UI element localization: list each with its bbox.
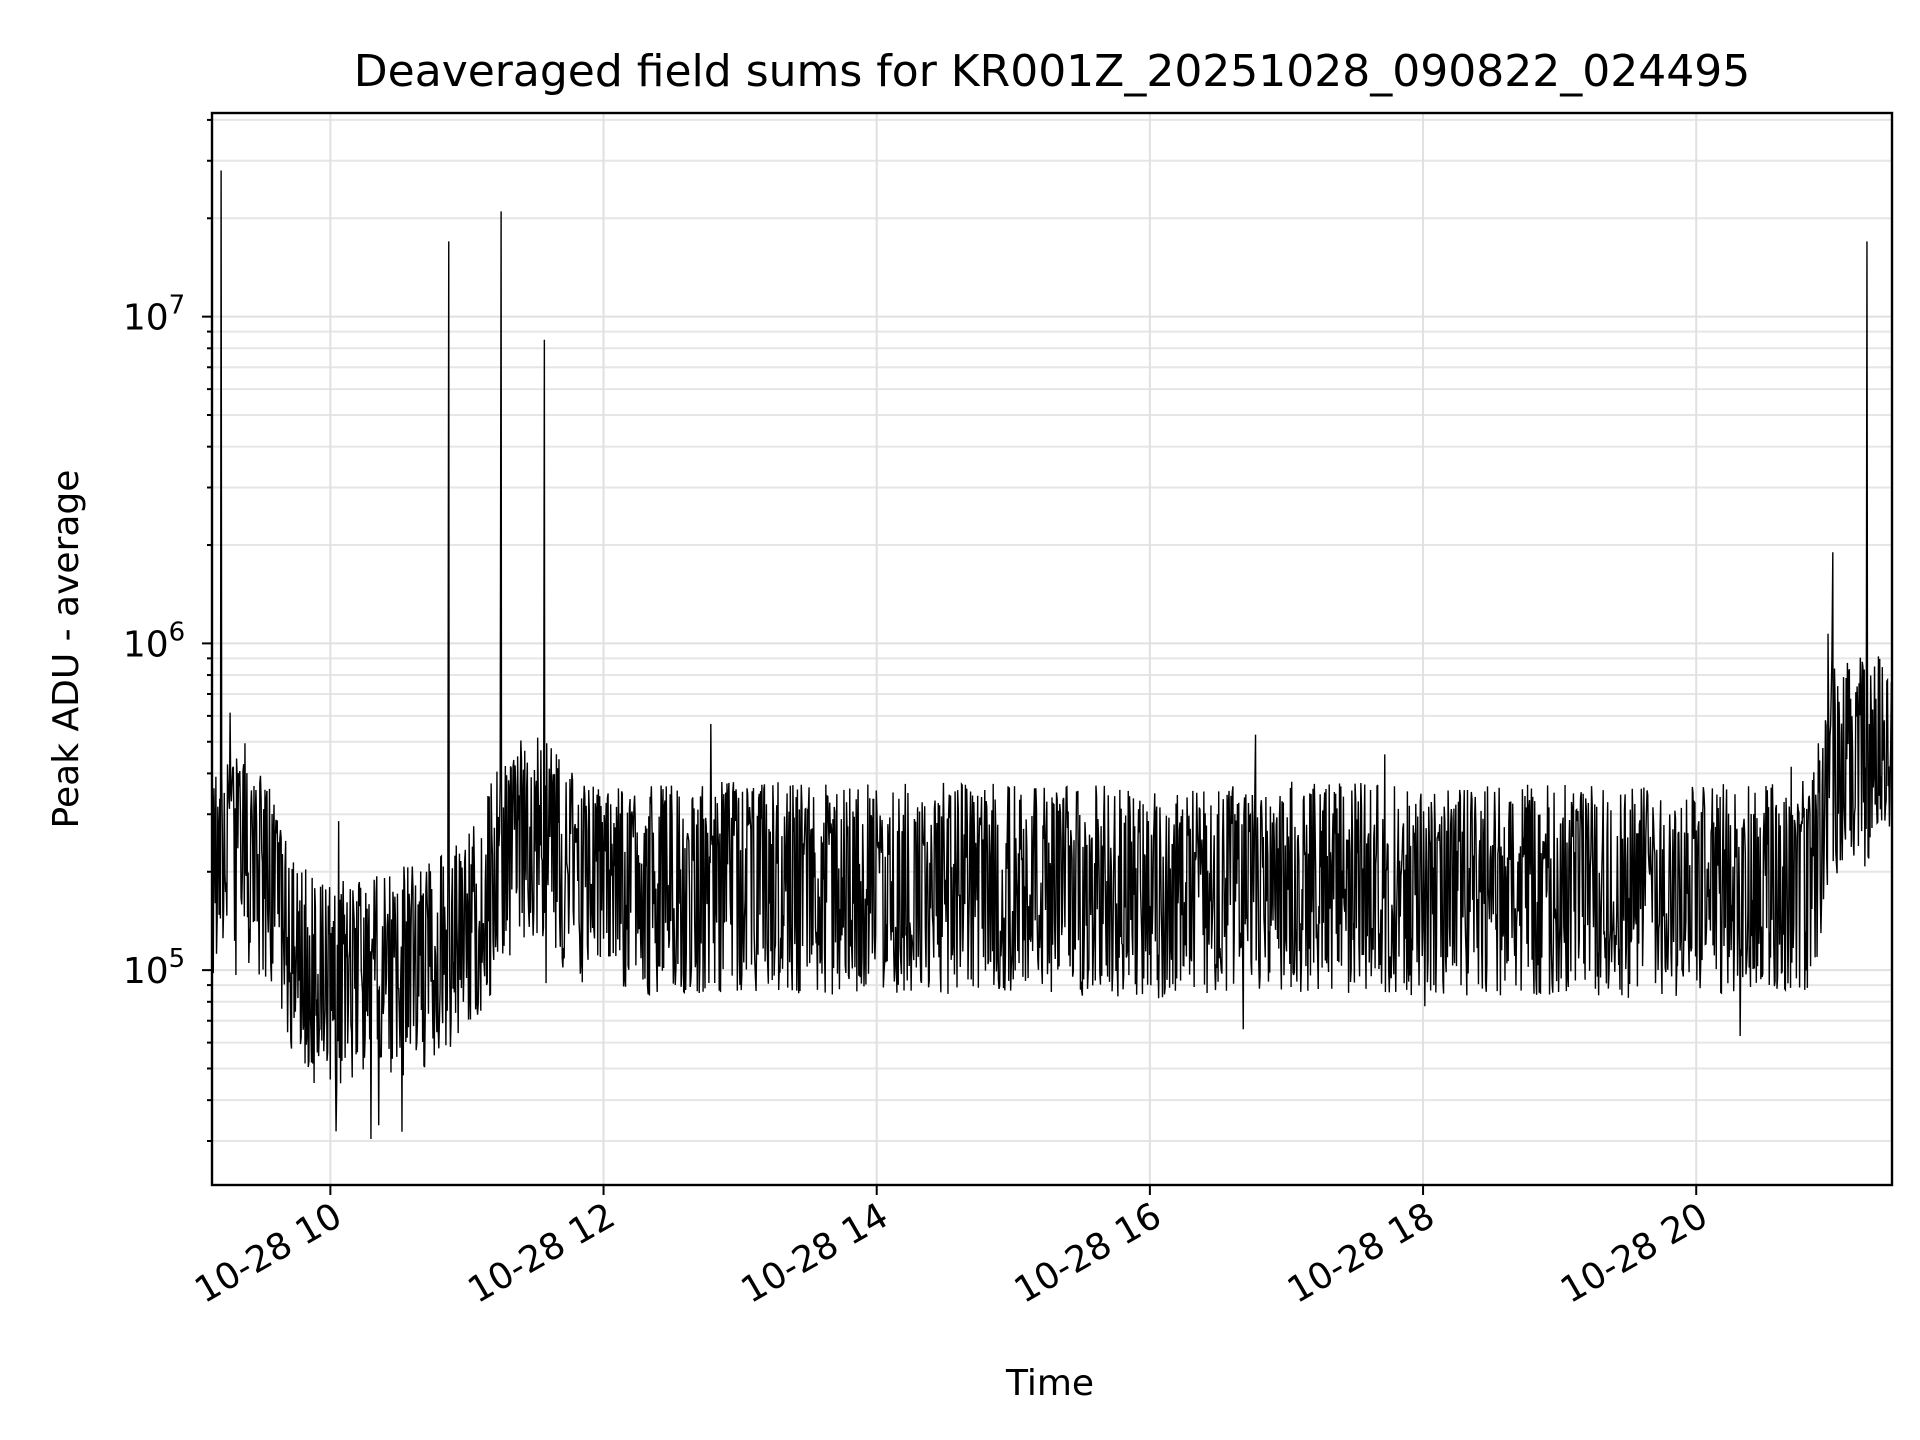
y-tick-label: 107 bbox=[123, 291, 185, 339]
series-group bbox=[211, 170, 1893, 1139]
chart-title: Deaveraged field sums for KR001Z_2025102… bbox=[354, 46, 1750, 97]
plot-frame bbox=[210, 111, 1894, 1187]
y-axis-label: Peak ADU - average bbox=[46, 470, 87, 829]
series-line bbox=[211, 170, 1893, 1139]
y-tick-label: 105 bbox=[123, 944, 185, 992]
x-axis-label: Time bbox=[1005, 1363, 1094, 1404]
y-tick-label: 106 bbox=[123, 617, 185, 665]
